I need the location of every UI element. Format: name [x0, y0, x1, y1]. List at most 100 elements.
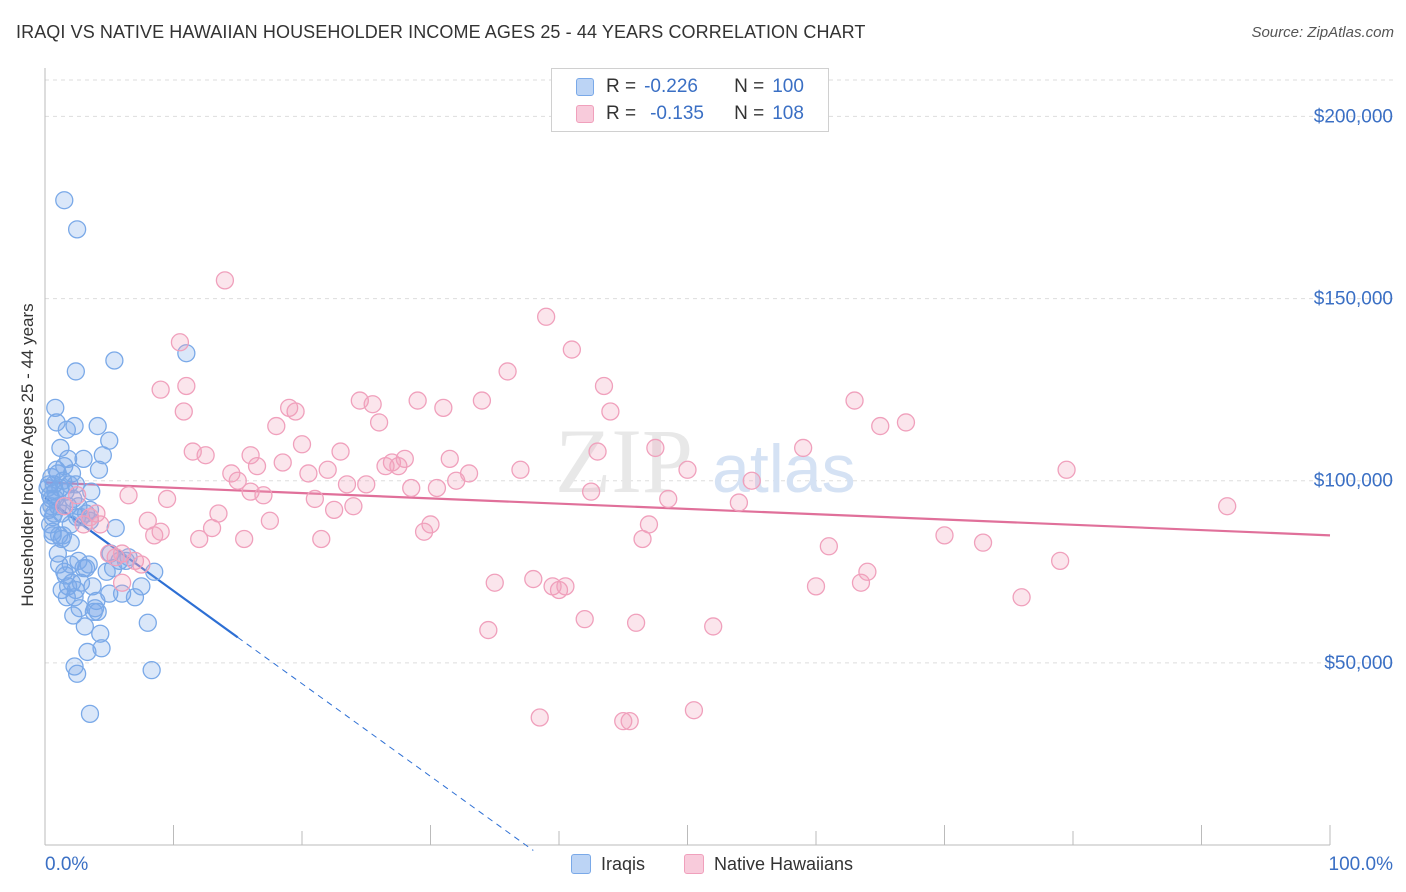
- data-point: [79, 555, 98, 574]
- data-point: [459, 464, 479, 483]
- data-point: [75, 617, 94, 636]
- data-point: [70, 599, 89, 618]
- data-point: [78, 642, 97, 662]
- legend-n-value-hawaiian: 108: [772, 103, 804, 124]
- data-point: [241, 446, 260, 465]
- data-point: [61, 515, 80, 534]
- legend-r-label-hawaiian: R =: [606, 103, 637, 124]
- data-point: [530, 708, 549, 727]
- correlation-legend: R = -0.226 N = 100 R = -0.135 N = 108: [551, 68, 829, 132]
- data-point: [973, 533, 993, 552]
- data-point: [614, 711, 633, 731]
- data-point: [170, 333, 190, 352]
- data-point: [318, 460, 337, 479]
- data-point: [100, 431, 119, 450]
- legend-r-value-hawaiian: -0.135: [650, 103, 704, 124]
- data-point: [312, 529, 331, 549]
- data-point: [105, 351, 124, 370]
- data-point: [119, 486, 138, 505]
- data-point: [43, 526, 62, 545]
- data-point: [44, 504, 64, 523]
- data-point: [434, 398, 453, 418]
- series-iraqis: [38, 191, 196, 724]
- bottom-legend-iraqi: Iraqis: [571, 852, 645, 876]
- gridlines: [45, 79, 1395, 664]
- data-point: [112, 544, 132, 563]
- bottom-legend-swatch-iraqi: [571, 854, 591, 874]
- data-point: [819, 537, 838, 556]
- data-point: [65, 657, 84, 676]
- data-point: [56, 566, 75, 585]
- trend-line-extension-iraqis: [237, 636, 534, 851]
- data-point: [89, 460, 109, 479]
- data-point: [363, 395, 382, 414]
- data-point: [601, 402, 620, 421]
- y-axis-label: Householder Income Ages 25 - 44 years: [18, 303, 37, 607]
- data-point: [639, 515, 659, 534]
- data-point: [286, 402, 305, 421]
- data-point: [91, 515, 110, 534]
- data-point: [421, 515, 440, 534]
- data-point: [39, 475, 59, 494]
- data-point: [91, 624, 110, 643]
- data-point: [65, 416, 84, 436]
- legend-n-label-iraqi: N =: [734, 76, 765, 97]
- data-point: [58, 449, 78, 469]
- data-point: [67, 664, 87, 683]
- series-native-hawaiians: [55, 271, 1237, 731]
- data-point: [299, 464, 318, 483]
- data-point: [157, 489, 177, 509]
- bottom-legend-label-iraqi: Iraqis: [601, 853, 646, 874]
- data-point: [47, 413, 66, 432]
- trend-line-iraqis: [44, 496, 239, 639]
- watermark: ZIP atlas: [555, 410, 856, 512]
- data-point: [369, 413, 389, 432]
- data-point: [254, 486, 273, 505]
- data-point: [331, 442, 350, 461]
- axes: [44, 68, 1331, 846]
- data-point: [64, 606, 83, 625]
- data-point: [92, 639, 111, 658]
- data-point: [851, 573, 871, 592]
- data-point: [408, 391, 427, 410]
- data-point: [511, 460, 530, 479]
- data-point: [80, 704, 100, 724]
- data-point: [177, 344, 196, 363]
- data-point: [142, 660, 161, 680]
- legend-n-value-iraqi: 100: [772, 76, 804, 97]
- data-point: [440, 449, 459, 469]
- data-point: [575, 609, 594, 629]
- data-point: [190, 529, 209, 549]
- data-point: [46, 398, 65, 418]
- data-point: [55, 191, 74, 210]
- data-point: [55, 497, 74, 516]
- data-point: [88, 602, 107, 622]
- data-point: [247, 456, 267, 476]
- data-point: [395, 449, 414, 469]
- data-point: [588, 442, 607, 461]
- data-point: [174, 402, 193, 421]
- x-tick-label-min: 0.0%: [45, 854, 88, 875]
- data-point: [485, 573, 504, 592]
- data-point: [82, 482, 101, 501]
- y-tick-label: $50,000: [1324, 653, 1393, 674]
- data-point: [47, 460, 66, 479]
- legend-row-hawaiian: R = -0.135 N = 108: [576, 102, 804, 126]
- legend-swatch-hawaiian: [576, 105, 594, 123]
- data-point: [402, 478, 421, 498]
- data-point: [324, 500, 344, 520]
- data-point: [562, 340, 581, 359]
- data-point: [479, 620, 498, 640]
- data-point: [235, 529, 254, 549]
- data-points: [38, 191, 1237, 731]
- data-point: [74, 449, 93, 469]
- data-point: [537, 307, 556, 326]
- data-point: [83, 577, 102, 596]
- data-point: [806, 577, 826, 596]
- data-point: [260, 511, 280, 530]
- data-point: [337, 475, 357, 494]
- data-point: [151, 522, 170, 541]
- source-note: Source: ZipAtlas.com: [1251, 24, 1394, 41]
- legend-n-label-hawaiian: N =: [734, 103, 765, 124]
